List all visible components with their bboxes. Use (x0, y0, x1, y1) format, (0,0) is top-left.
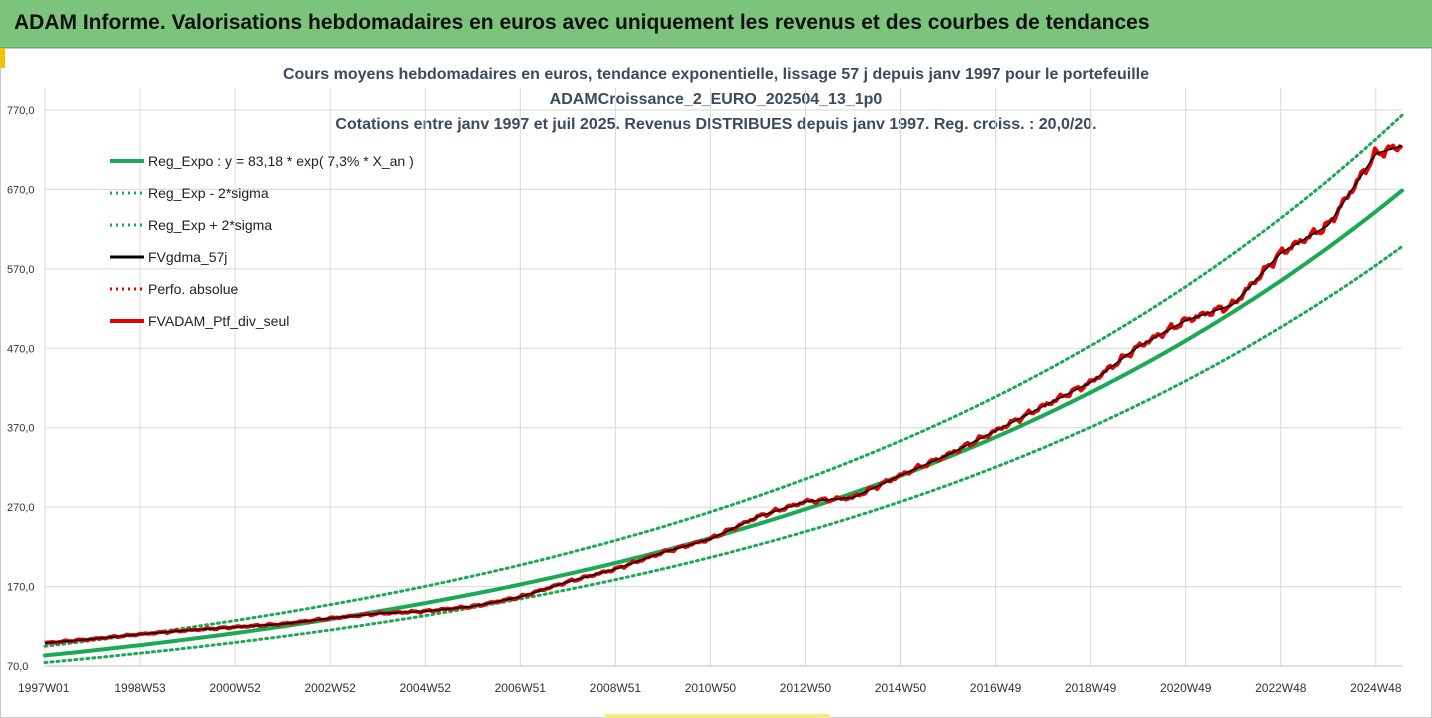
legend-label: FVgdma_57j (148, 249, 227, 265)
x-tick-label: 2002W52 (304, 681, 356, 695)
x-tick-label: 2020W49 (1160, 681, 1212, 695)
y-tick-label: 770,0 (7, 105, 35, 117)
legend-label: Reg_Exp + 2*sigma (148, 217, 272, 233)
y-tick-label: 70,0 (7, 661, 28, 673)
legend-label: Reg_Exp - 2*sigma (148, 185, 269, 201)
x-tick-label: 2022W48 (1255, 681, 1307, 695)
x-tick-label: 2010W50 (685, 681, 737, 695)
chart-grid (44, 88, 1402, 667)
legend-label: FVADAM_Ptf_div_seul (148, 313, 289, 329)
report-banner: ADAM Informe. Valorisations hebdomadaire… (0, 0, 1432, 48)
x-tick-label: 1997W01 (18, 681, 70, 695)
x-tick-label: 2012W50 (780, 681, 832, 695)
chart-title: Cours moyens hebdomadaires en euros, ten… (0, 62, 1432, 137)
banner-title: ADAM Informe. Valorisations hebdomadaire… (14, 11, 1150, 34)
legend-label: Perfo. absolue (148, 281, 238, 297)
accent-bar-bottom (605, 714, 830, 718)
chart-title-line-1: Cours moyens hebdomadaires en euros, ten… (282, 66, 1150, 83)
y-tick-label: 470,0 (7, 343, 35, 355)
x-tick-label: 2008W51 (590, 681, 642, 695)
legend-label: Reg_Expo : y = 83,18 * exp( 7,3% * X_an … (148, 153, 414, 169)
accent-bar-left (0, 48, 5, 68)
y-tick-label: 570,0 (7, 264, 35, 276)
x-tick-label: 2018W49 (1065, 681, 1117, 695)
chart-title-line-3: Cotations entre janv 1997 et juil 2025. … (335, 116, 1097, 133)
x-axis-ticks: 1997W01 1998W53 2000W52 2002W52 2004W52 2006W… (18, 681, 1402, 695)
x-tick-label: 2000W52 (209, 681, 261, 695)
chart-series (43, 113, 1404, 664)
x-tick-label: 2006W51 (495, 681, 547, 695)
chart-legend: Reg_Expo : y = 83,18 * exp( 7,3% * X_an … (110, 153, 414, 329)
chart-title-line-2: ADAMCroissance_2_EURO_202504_13_1p0 (549, 91, 883, 108)
x-tick-label: 2004W52 (400, 681, 452, 695)
series-line-0 (43, 188, 1404, 658)
y-tick-label: 170,0 (7, 582, 35, 594)
series-line-3 (44, 144, 1403, 644)
y-tick-label: 370,0 (7, 423, 35, 435)
y-tick-label: 670,0 (7, 184, 35, 196)
x-tick-label: 2024W48 (1350, 681, 1402, 695)
y-tick-label: 270,0 (7, 502, 35, 514)
x-tick-label: 2016W49 (970, 681, 1022, 695)
x-tick-label: 1998W53 (114, 681, 166, 695)
series-line-1 (43, 245, 1404, 664)
y-axis-ticks: 70,0 170,0 270,0 370,0 470,0 570,0 670,0 770,0 (7, 105, 35, 673)
series-line-2 (43, 113, 1404, 648)
x-tick-label: 2014W50 (875, 681, 927, 695)
